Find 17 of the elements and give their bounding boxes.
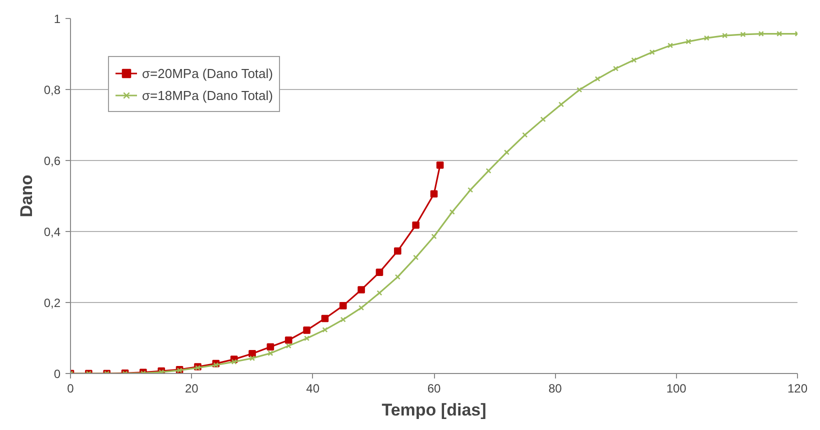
y-axis-title: Dano [16, 174, 36, 218]
y-tick-label: 1 [54, 12, 61, 26]
y-tick-label: 0,2 [44, 296, 61, 310]
x-tick-label: 20 [184, 382, 199, 396]
x-axis-title: Tempo [dias] [382, 400, 486, 420]
x-tick-label: 0 [67, 382, 74, 396]
x-tick-label: 120 [787, 382, 808, 396]
legend-label: σ=20MPa (Dano Total) [142, 66, 273, 80]
y-tick-label: 0 [54, 367, 61, 381]
y-tick-label: 0,6 [44, 154, 61, 168]
y-tick-label: 0,4 [44, 225, 61, 239]
x-tick-label: 60 [427, 382, 441, 396]
x-tick-label: 100 [666, 382, 687, 396]
legend-label: σ=18MPa (Dano Total) [142, 88, 273, 102]
y-tick-label: 0,8 [44, 83, 61, 97]
x-tick-label: 40 [306, 382, 320, 396]
x-tick-label: 80 [548, 382, 562, 396]
